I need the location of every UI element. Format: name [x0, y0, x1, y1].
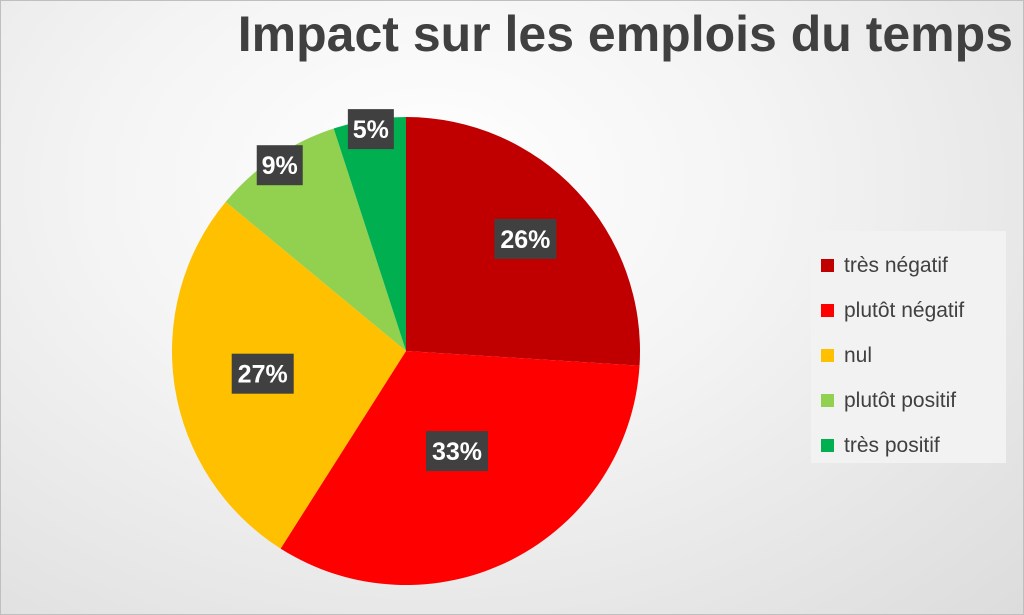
- data-label-text: 33%: [432, 438, 482, 466]
- legend-label: plutôt négatif: [844, 298, 965, 322]
- chart-title: Impact sur les emplois du temps: [237, 6, 1013, 62]
- legend-item: plutôt positif: [821, 378, 1006, 423]
- legend-label: très positif: [844, 433, 940, 457]
- legend: très négatif plutôt négatif nul plutôt posi…: [811, 231, 1006, 463]
- data-label-box: [347, 109, 394, 150]
- data-label-box: [494, 218, 557, 259]
- legend-label: nul: [844, 343, 873, 367]
- data-label-1: 26%: [494, 218, 557, 259]
- legend-swatch: [821, 259, 834, 272]
- data-label-4: 9%: [256, 145, 303, 186]
- data-label-3: 27%: [231, 353, 294, 394]
- legend-swatch: [821, 304, 834, 317]
- legend-item: très positif: [821, 423, 1006, 468]
- data-label-text: 27%: [238, 361, 288, 389]
- legend-label: plutôt positif: [844, 388, 957, 412]
- legend-swatch: [821, 394, 834, 407]
- legend-label: très négatif: [844, 253, 948, 277]
- legend-item: nul: [821, 333, 1006, 378]
- data-label-box: [231, 353, 294, 394]
- data-label-text: 5%: [353, 116, 389, 144]
- legend-item: très négatif: [821, 243, 1006, 288]
- legend-item: plutôt négatif: [821, 288, 1006, 333]
- data-label-box: [256, 145, 303, 186]
- data-label-2: 33%: [425, 431, 488, 472]
- data-label-text: 9%: [262, 152, 298, 180]
- legend-swatch: [821, 349, 834, 362]
- legend-swatch: [821, 439, 834, 452]
- pie-slice-5: [333, 117, 406, 351]
- data-label-5: 5%: [347, 109, 394, 150]
- data-label-box: [425, 431, 488, 472]
- data-label-text: 26%: [500, 226, 550, 254]
